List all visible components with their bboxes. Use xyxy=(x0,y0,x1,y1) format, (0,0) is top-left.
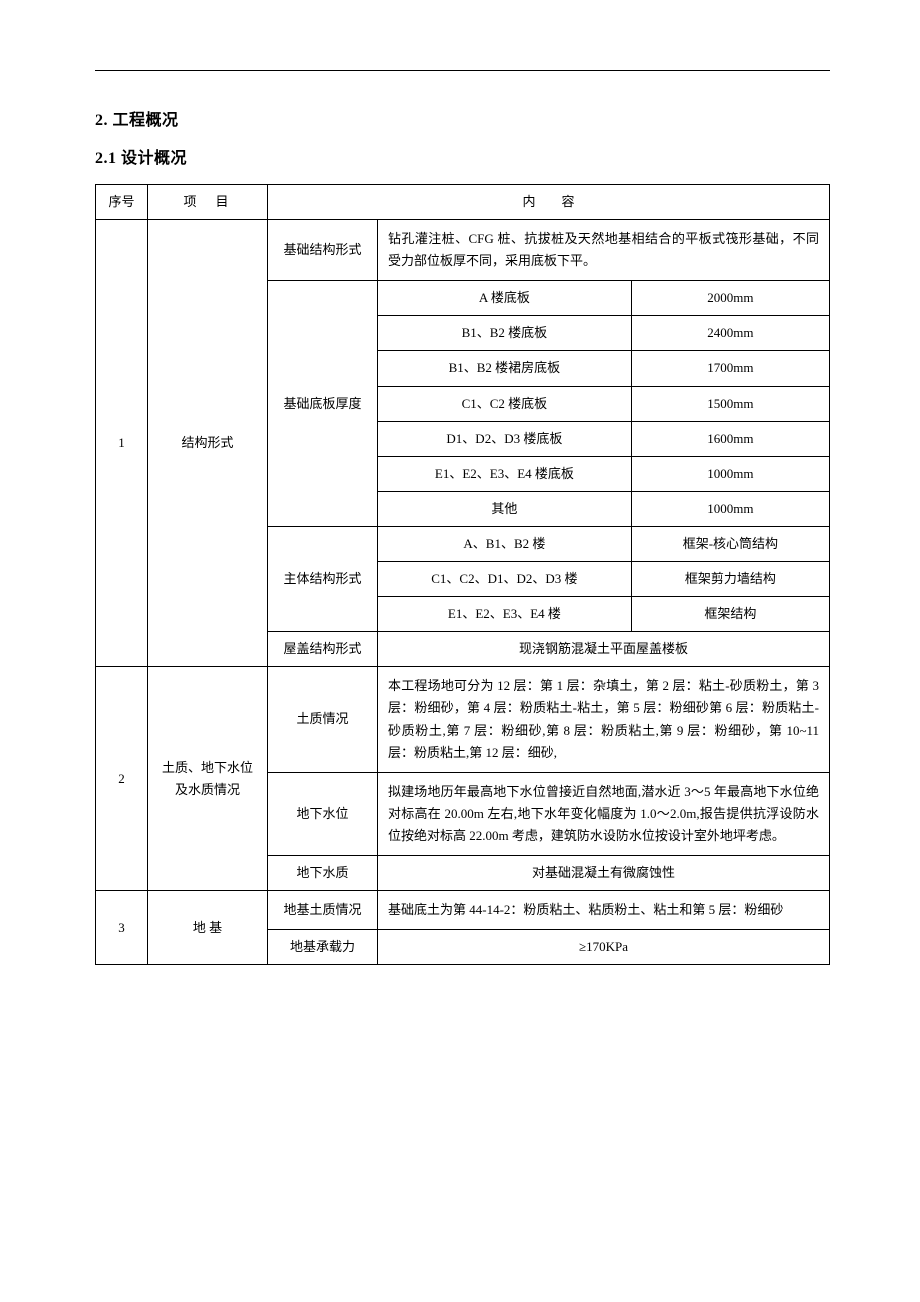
table-row: 1 结构形式 基础结构形式 钻孔灌注桩、CFG 桩、抗拔桩及天然地基相结合的平板… xyxy=(96,220,830,281)
main-val-0: 框架-核心筒结构 xyxy=(631,526,829,561)
thick-label-1: B1、B2 楼底板 xyxy=(378,316,632,351)
main-val-2: 框架结构 xyxy=(631,597,829,632)
row2-soil-text: 本工程场地可分为 12 层：第 1 层：杂填土，第 2 层：粘土-砂质粉土，第 … xyxy=(378,667,830,772)
row3-soil-label: 地基土质情况 xyxy=(268,891,378,930)
hdr-content: 内 容 xyxy=(268,185,830,220)
row2-item: 土质、地下水位及水质情况 xyxy=(148,667,268,891)
table-row: 3 地 基 地基土质情况 基础底土为第 44-14-2：粉质粘土、粘质粉土、粘土… xyxy=(96,891,830,930)
row1-foundation-label: 基础结构形式 xyxy=(268,220,378,281)
row2-water-text: 拟建场地历年最高地下水位曾接近自然地面,潜水近 3～5 年最高地下水位绝对标高在… xyxy=(378,772,830,855)
thick-val-5: 1000mm xyxy=(631,456,829,491)
thick-label-3: C1、C2 楼底板 xyxy=(378,386,632,421)
row1-foundation-text: 钻孔灌注桩、CFG 桩、抗拔桩及天然地基相结合的平板式筏形基础，不同受力部位板厚… xyxy=(378,220,830,281)
table-header-row: 序号 项 目 内 容 xyxy=(96,185,830,220)
hdr-item: 项 目 xyxy=(148,185,268,220)
row2-water-label: 地下水位 xyxy=(268,772,378,855)
main-label-0: A、B1、B2 楼 xyxy=(378,526,632,561)
thick-label-2: B1、B2 楼裙房底板 xyxy=(378,351,632,386)
row3-bearing-val: ≥170KPa xyxy=(378,930,830,965)
heading-2: 2. 工程概况 xyxy=(95,106,830,130)
row1-num: 1 xyxy=(96,220,148,667)
thick-label-4: D1、D2、D3 楼底板 xyxy=(378,421,632,456)
row3-bearing-label: 地基承载力 xyxy=(268,930,378,965)
thick-val-0: 2000mm xyxy=(631,281,829,316)
row2-quality-val: 对基础混凝土有微腐蚀性 xyxy=(378,855,830,890)
row2-num: 2 xyxy=(96,667,148,891)
thick-val-1: 2400mm xyxy=(631,316,829,351)
table-row: 2 土质、地下水位及水质情况 土质情况 本工程场地可分为 12 层：第 1 层：… xyxy=(96,667,830,772)
row1-main-label: 主体结构形式 xyxy=(268,526,378,631)
heading-3: 2.1 设计概况 xyxy=(95,144,830,168)
main-label-2: E1、E2、E3、E4 楼 xyxy=(378,597,632,632)
thick-label-6: 其他 xyxy=(378,491,632,526)
hdr-num: 序号 xyxy=(96,185,148,220)
row3-item: 地 基 xyxy=(148,891,268,965)
thick-val-2: 1700mm xyxy=(631,351,829,386)
row2-soil-label: 土质情况 xyxy=(268,667,378,772)
thick-val-3: 1500mm xyxy=(631,386,829,421)
row2-quality-label: 地下水质 xyxy=(268,855,378,890)
main-val-1: 框架剪力墙结构 xyxy=(631,562,829,597)
row3-num: 3 xyxy=(96,891,148,965)
main-label-1: C1、C2、D1、D2、D3 楼 xyxy=(378,562,632,597)
row3-soil-text: 基础底土为第 44-14-2：粉质粘土、粘质粉土、粘土和第 5 层：粉细砂 xyxy=(378,891,830,930)
thick-label-5: E1、E2、E3、E4 楼底板 xyxy=(378,456,632,491)
page-top-divider xyxy=(95,70,830,71)
design-overview-table: 序号 项 目 内 容 1 结构形式 基础结构形式 钻孔灌注桩、CFG 桩、抗拔桩… xyxy=(95,184,830,965)
row1-roof-val: 现浇钢筋混凝土平面屋盖楼板 xyxy=(378,632,830,667)
thick-label-0: A 楼底板 xyxy=(378,281,632,316)
row1-item: 结构形式 xyxy=(148,220,268,667)
row1-thick-label: 基础底板厚度 xyxy=(268,281,378,527)
row1-roof-label: 屋盖结构形式 xyxy=(268,632,378,667)
thick-val-6: 1000mm xyxy=(631,491,829,526)
thick-val-4: 1600mm xyxy=(631,421,829,456)
